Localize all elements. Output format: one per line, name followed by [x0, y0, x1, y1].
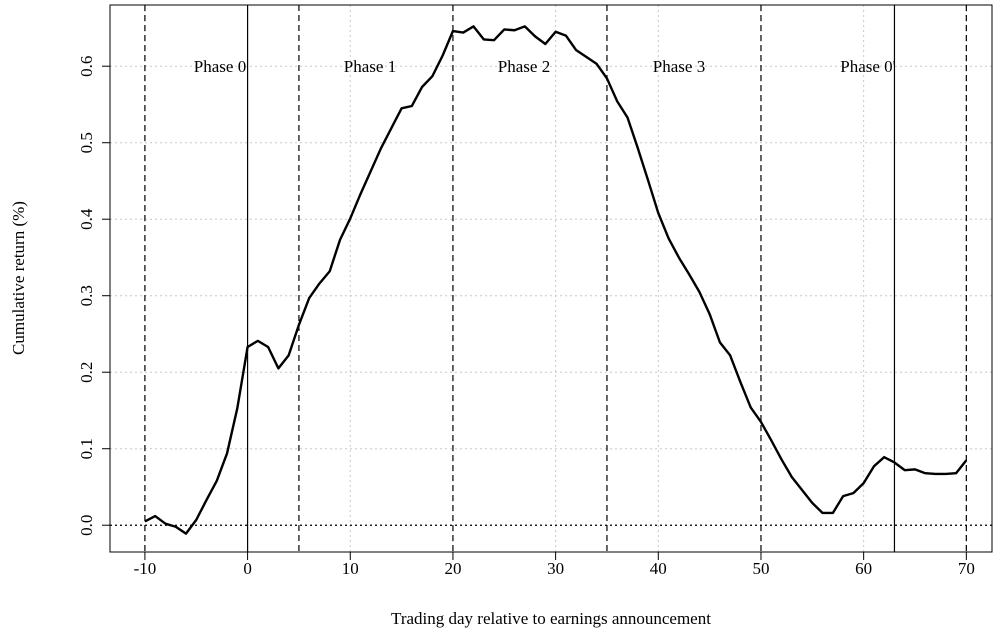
y-tick-label: 0.6 [77, 56, 96, 77]
phase-label: Phase 2 [498, 57, 550, 76]
data-line [144, 25, 968, 535]
phase-label: Phase 0' [840, 57, 895, 76]
x-tick-label: 70 [958, 559, 975, 578]
x-tick-label: 0 [243, 559, 252, 578]
x-axis-label: Trading day relative to earnings announc… [391, 609, 711, 628]
x-tick-label: 20 [444, 559, 461, 578]
x-tick-label: 60 [855, 559, 872, 578]
phase-label: Phase 0 [194, 57, 246, 76]
x-tick-label: 40 [650, 559, 667, 578]
y-tick-label: 0.2 [77, 362, 96, 383]
y-tick-label: 0.1 [77, 438, 96, 459]
y-tick-label: 0.5 [77, 132, 96, 153]
y-tick-label: 0.3 [77, 285, 96, 306]
plot-frame [109, 4, 993, 553]
phase-label: Phase 1 [344, 57, 396, 76]
y-tick-label: 0.0 [77, 515, 96, 536]
x-tick-label: -10 [134, 559, 157, 578]
x-tick-label: 30 [547, 559, 564, 578]
x-tick-label: 10 [342, 559, 359, 578]
y-tick-label: 0.4 [77, 208, 96, 230]
phase-label: Phase 3 [653, 57, 705, 76]
y-axis-label: Cumulative return (%) [9, 201, 28, 355]
x-tick-label: 50 [752, 559, 769, 578]
